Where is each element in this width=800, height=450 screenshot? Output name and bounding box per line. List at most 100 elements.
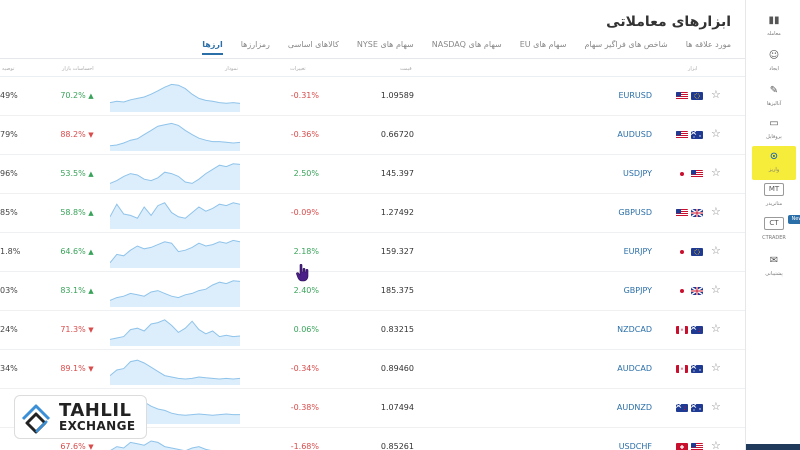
price-value: 0.83215: [380, 325, 414, 334]
header-change: تغییرات: [290, 66, 306, 72]
symbol-link[interactable]: USDCHF: [618, 442, 652, 450]
sentiment-value: 71.3% ▼: [60, 325, 94, 334]
symbol-link[interactable]: AUDCAD: [617, 364, 652, 373]
tab-2[interactable]: کالاهای اساسی: [287, 40, 339, 49]
tab-1[interactable]: رمزارزها: [240, 40, 270, 49]
sidebar-item-3[interactable]: ▭ پروفایل: [752, 113, 796, 147]
partial-value: 34%: [0, 364, 18, 373]
sentiment-arrow-icon: ▲: [88, 209, 94, 217]
table-row[interactable]: 34% 89.1% ▼ -0.34% 0.89460 AUDCAD ☆: [0, 350, 745, 389]
symbol-link[interactable]: USDJPY: [623, 169, 652, 178]
sidebar-item-0[interactable]: ▮▮ معامله: [752, 10, 796, 44]
sentiment-value: 58.8% ▲: [60, 208, 94, 217]
change-value: 2.18%: [293, 247, 319, 256]
sidebar-item-2[interactable]: ✎ آنالیزها: [752, 80, 796, 114]
sidebar-item-1[interactable]: ☺ ایجاد: [752, 45, 796, 79]
symbol-link[interactable]: AUDUSD: [617, 130, 652, 139]
favorite-star-icon[interactable]: ☆: [711, 127, 721, 140]
us-flag-icon: [676, 209, 688, 217]
symbol-link[interactable]: NZDCAD: [617, 325, 652, 334]
sparkline-chart: [110, 280, 240, 307]
nz-flag-icon: [676, 404, 688, 412]
change-value: 0.06%: [293, 325, 319, 334]
sentiment-arrow-icon: ▼: [88, 326, 94, 334]
tahlil-exchange-logo: TAHLIL EXCHANGE: [14, 395, 147, 439]
sidebar-item-label: واریز: [768, 167, 780, 173]
sidebar-bottom-bar: [746, 444, 800, 450]
table-row[interactable]: 49% 70.2% ▲ -0.31% 1.09589 EURUSD ☆: [0, 77, 745, 116]
tab-0[interactable]: ارزها: [202, 40, 223, 55]
sentiment-value: 67.6% ▼: [60, 442, 94, 450]
tab-7[interactable]: مورد علاقه ها: [685, 40, 731, 49]
favorite-star-icon[interactable]: ☆: [711, 244, 721, 257]
favorite-star-icon[interactable]: ☆: [711, 283, 721, 296]
partial-value: 1.8%: [0, 247, 21, 256]
tab-5[interactable]: سهام های EU: [519, 40, 567, 49]
symbol-link[interactable]: GBPUSD: [618, 208, 652, 217]
symbol-link[interactable]: GBPJPY: [623, 286, 652, 295]
sentiment-arrow-icon: ▼: [88, 443, 94, 450]
table-row[interactable]: 79% 88.2% ▼ -0.36% 0.66720 AUDUSD ☆: [0, 116, 745, 155]
favorite-star-icon[interactable]: ☆: [711, 439, 721, 450]
partial-value: 24%: [0, 325, 18, 334]
symbol-link[interactable]: EURJPY: [623, 247, 652, 256]
sentiment-value: 88.2% ▼: [60, 130, 94, 139]
au-flag-icon: [691, 404, 703, 412]
sidebar-item-4[interactable]: ⊙ واریز: [752, 146, 796, 180]
sidebar-item-label: پروفایل: [766, 134, 782, 140]
tab-4[interactable]: سهام های NASDAQ: [431, 40, 502, 49]
sparkline-area: [111, 441, 209, 450]
tab-3[interactable]: سهام های NYSE: [356, 40, 414, 49]
nz-flag-icon: [691, 326, 703, 334]
header-sentiment: احساسات بازار: [62, 66, 94, 72]
au-flag-icon: [691, 131, 703, 139]
table-row[interactable]: 1.8% 64.6% ▲ 2.18% 159.327 EURJPY ☆: [0, 233, 745, 272]
jp-flag-icon: [676, 287, 688, 295]
symbol-link[interactable]: AUDNZD: [616, 403, 652, 412]
favorite-star-icon[interactable]: ☆: [711, 361, 721, 374]
change-value: -0.38%: [290, 403, 319, 412]
partial-value: 79%: [0, 130, 18, 139]
us-flag-icon: [676, 92, 688, 100]
favorite-star-icon[interactable]: ☆: [711, 322, 721, 335]
sparkline-line: [110, 202, 240, 219]
change-value: -0.36%: [290, 130, 319, 139]
table-header: توصیه احساسات بازار نمودار تغییرات قیمت …: [0, 63, 745, 77]
sidebar-item-7[interactable]: ✉ پشتیبانی: [752, 250, 796, 284]
ca-flag-icon: [676, 365, 688, 373]
favorite-star-icon[interactable]: ☆: [711, 400, 721, 413]
favorite-star-icon[interactable]: ☆: [711, 88, 721, 101]
sparkline-chart: [110, 83, 240, 112]
symbol-link[interactable]: EURUSD: [618, 91, 652, 100]
table-row[interactable]: 67.6% ▼ -1.68% 0.85261 USDCHF ☆: [0, 428, 745, 450]
price-value: 0.66720: [380, 130, 414, 139]
table-row[interactable]: 85% 58.8% ▲ -0.09% 1.27492 GBPUSD ☆: [0, 194, 745, 233]
table-row[interactable]: 03% 83.1% ▲ 2.40% 185.375 GBPJPY ☆: [0, 272, 745, 311]
tab-6[interactable]: شاخص های فراگیر سهام: [584, 40, 668, 49]
favorite-star-icon[interactable]: ☆: [711, 166, 721, 179]
user-add-icon: ☺: [768, 50, 780, 61]
sidebar-item-6[interactable]: CT CTRADER New: [752, 214, 800, 248]
table-row[interactable]: 96% 53.5% ▲ 2.50% 145.397 USDJPY ☆: [0, 155, 745, 194]
price-value: 159.327: [380, 247, 414, 256]
partial-value: 96%: [0, 169, 18, 178]
sidebar-item-5[interactable]: MT متاتریدر: [752, 180, 796, 214]
table-row[interactable]: 24% 71.3% ▼ 0.06% 0.83215 NZDCAD ☆: [0, 311, 745, 350]
sparkline-chart: [110, 163, 240, 190]
sidebar-item-label: متاتریدر: [765, 201, 783, 207]
sentiment-value: 83.1% ▲: [60, 286, 94, 295]
sidebar-item-label: پشتیبانی: [765, 271, 783, 277]
change-value: 2.50%: [293, 169, 319, 178]
partial-value: 85%: [0, 208, 18, 217]
sparkline-line: [110, 359, 240, 380]
sidebar: ▮▮ معامله ☺ ایجاد ✎ آنالیزها ▭ پروفایل ⊙ واریز MT م…: [745, 0, 800, 450]
change-value: -0.31%: [290, 91, 319, 100]
sparkline-area: [110, 84, 240, 112]
ca-flag-icon: [676, 326, 688, 334]
favorite-star-icon[interactable]: ☆: [711, 205, 721, 218]
sparkline-area: [110, 123, 240, 151]
price-value: 1.27492: [380, 208, 414, 217]
sparkline-area: [110, 202, 240, 229]
sparkline-line: [110, 239, 240, 264]
sidebar-item-label: معامله: [767, 31, 781, 37]
